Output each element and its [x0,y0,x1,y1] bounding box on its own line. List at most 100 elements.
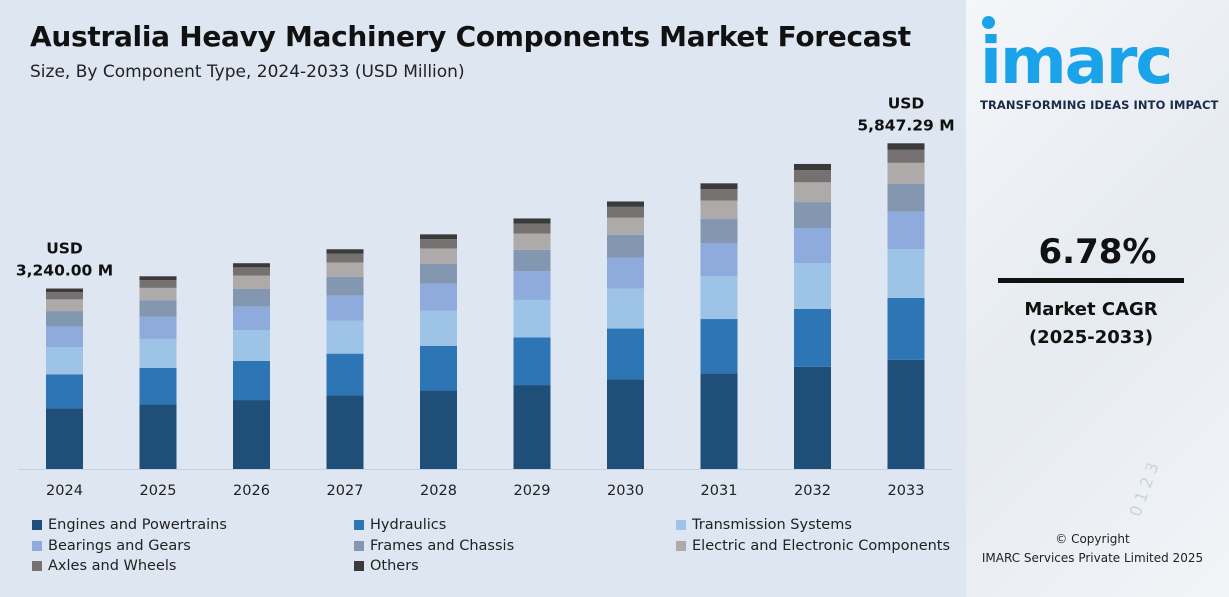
x-tick-label: 2025 [140,483,177,499]
bar-segment [233,288,270,307]
legend-swatch [32,520,42,530]
bar-segment [700,319,738,374]
legend-label: Engines and Powertrains [48,517,227,533]
bar-segment [46,299,83,312]
legend-swatch [32,561,42,571]
legend-swatch [354,561,364,571]
bar-segment [700,243,738,277]
bar-segment [794,308,831,367]
legend-label: Electric and Electronic Components [692,538,951,554]
stacked-bar-chart: 2024 2025 2026 2027 2028 2029 2030 2031 2032 2033… [16,94,955,499]
bar-segment [887,359,925,469]
bar-segment [326,395,364,469]
bar-segment [700,189,738,201]
bar-segment [607,379,644,469]
bar-segment [233,360,270,401]
bar-segment [513,337,551,386]
bar-segment [46,311,83,327]
bar-segment [139,300,177,317]
bar-segment [233,306,270,331]
bar-segment [513,218,551,224]
x-tick-label: 2024 [46,483,83,499]
bar-segment [887,149,925,163]
bar-segment [420,248,457,264]
bar-segment [420,310,457,346]
legend-label: Others [370,558,419,574]
bar-segment [139,367,177,405]
bar-segment [326,262,364,277]
bar-segment [794,366,831,469]
legend-label: Bearings and Gears [48,538,191,554]
bar-segment [233,330,270,361]
bar-2031 [700,183,738,469]
total-annotation-value: 3,240.00 M [16,262,113,280]
legend-swatch [676,520,686,530]
bar-segment [139,287,177,301]
legend-item: Engines and Powertrains [32,517,227,533]
legend-item: Hydraulics [354,517,446,533]
cagr-value: 6.78% [1038,232,1157,272]
bar-segment [513,271,551,300]
legend-item: Bearings and Gears [32,538,191,554]
total-annotation-unit: USD [888,94,925,112]
bar-segment [887,143,925,150]
bar-segment [607,217,644,235]
bar-segment [700,183,738,190]
bar-segment [46,292,83,300]
bar-segment [420,283,457,311]
copyright: © Copyright IMARC Services Private Limit… [966,530,1219,568]
bar-segment [607,201,644,207]
bar-segment [326,253,364,263]
total-annotation-unit: USD [46,240,83,258]
chart-subtitle: Size, By Component Type, 2024-2033 (USD … [30,62,465,82]
bar-2030 [607,201,644,469]
bar-segment [700,219,738,244]
logo-dot-icon [982,16,995,29]
bar-segment [887,249,925,299]
bar-segment [326,276,364,296]
bar-segment [420,234,457,240]
bar-2029 [513,218,551,469]
legend-item: Axles and Wheels [32,558,176,574]
legend-label: Hydraulics [370,517,447,533]
legend-swatch [32,541,42,551]
bar-segment [607,257,644,289]
chart-panel: Australia Heavy Machinery Components Mar… [0,0,966,597]
bar-segment [326,320,364,354]
bar-segment [233,275,270,289]
bar-segment [326,353,364,396]
bar-segment [46,347,83,375]
bar-segment [887,162,925,185]
logo-tagline: TRANSFORMING IDEAS INTO IMPACT [980,98,1219,112]
copyright-line1: © Copyright [1055,532,1130,546]
bar-segment [420,390,457,469]
bar-segment [700,373,738,469]
bar-segment [607,206,644,218]
x-tick-label: 2030 [607,483,644,499]
bar-segment [607,328,644,380]
bar-2033 [887,143,925,469]
bar-segment [513,223,551,234]
bar-segment [887,211,925,250]
bar-segment [139,316,177,339]
copyright-line2: IMARC Services Private Limited 2025 [981,551,1204,565]
bar-segment [139,276,177,281]
bar-segment [420,345,457,391]
cagr-label-line1: Market CAGR [1024,299,1158,320]
bar-segment [794,182,831,203]
bar-segment [513,249,551,272]
bar-segment [326,249,364,254]
bar-segment [607,234,644,258]
x-tick-label: 2033 [888,483,925,499]
bar-2027 [326,249,364,469]
cagr-label-line2: (2025-2033) [1028,327,1154,348]
bar-segment [139,404,177,469]
legend-label: Transmission Systems [692,517,852,533]
bar-segment [794,163,831,171]
legend-item: Others [354,558,419,574]
legend-label: Axles and Wheels [48,558,177,574]
x-tick-label: 2031 [701,483,738,499]
bar-segment [794,263,831,309]
bar-segment [46,374,83,409]
cagr-divider [998,278,1184,283]
